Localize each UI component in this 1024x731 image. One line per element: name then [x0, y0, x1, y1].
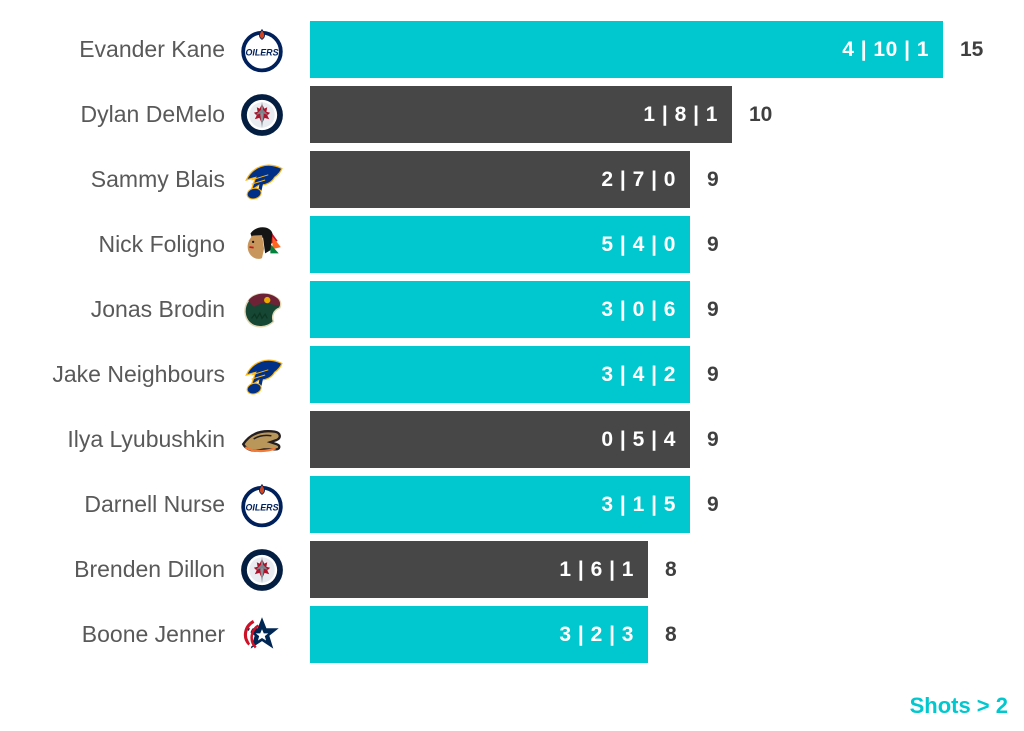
bar-segments-label: 3 | 1 | 5 [601, 492, 676, 516]
bar-segments-label: 3 | 0 | 6 [601, 297, 676, 321]
bar-total-label: 9 [707, 362, 719, 386]
chart-rows: Evander Kane OILERS 4 | 10 | 1 15 Dylan … [0, 21, 1024, 671]
bar-area: 0 | 5 | 4 9 [310, 411, 1024, 468]
bar-segments-label: 1 | 8 | 1 [643, 102, 718, 126]
player-shots-bar: 1 | 6 | 1 [310, 541, 648, 598]
bar-total-label: 9 [707, 167, 719, 191]
jets-logo-icon [237, 544, 287, 596]
player-shots-bar: 1 | 8 | 1 [310, 86, 732, 143]
player-shots-bar: 3 | 2 | 3 [310, 606, 648, 663]
chart-row: Sammy Blais 2 | 7 | 0 9 [0, 151, 1024, 208]
bluejackets-logo-icon [237, 609, 287, 661]
chart-row: Ilya Lyubushkin 0 | 5 | 4 9 [0, 411, 1024, 468]
chart-row: Jonas Brodin 3 | 0 | 6 9 [0, 281, 1024, 338]
blues-logo-icon [237, 154, 287, 206]
player-shots-bar: 2 | 7 | 0 [310, 151, 690, 208]
player-name-label: Brenden Dillon [74, 556, 225, 582]
bar-segments-label: 2 | 7 | 0 [601, 167, 676, 191]
player-name-label: Darnell Nurse [84, 491, 225, 517]
bar-segments-label: 3 | 4 | 2 [601, 362, 676, 386]
bar-total-label: 9 [707, 427, 719, 451]
bar-area: 1 | 6 | 1 8 [310, 541, 1024, 598]
player-name-label: Jake Neighbours [52, 361, 225, 387]
player-shots-bar: 3 | 0 | 6 [310, 281, 690, 338]
bar-area: 3 | 2 | 3 8 [310, 606, 1024, 663]
bar-total-label: 8 [665, 557, 677, 581]
bar-area: 5 | 4 | 0 9 [310, 216, 1024, 273]
chart-caption: Shots > 2 [909, 693, 1008, 718]
bar-total-label: 10 [749, 102, 773, 126]
chart-row: Nick Foligno 5 | 4 | 0 9 [0, 216, 1024, 273]
player-name-label: Ilya Lyubushkin [67, 426, 225, 452]
bar-area: 3 | 1 | 5 9 [310, 476, 1024, 533]
chart-row: Dylan DeMelo 1 | 8 | 1 10 [0, 86, 1024, 143]
bar-area: 3 | 4 | 2 9 [310, 346, 1024, 403]
blues-logo-icon [237, 349, 287, 401]
oilers-logo-icon: OILERS [237, 479, 287, 531]
chart-row: Brenden Dillon 1 | 6 | 1 8 [0, 541, 1024, 598]
player-name-label: Dylan DeMelo [80, 101, 225, 127]
player-shots-bar: 3 | 1 | 5 [310, 476, 690, 533]
oilers-logo-icon: OILERS [237, 24, 287, 76]
player-name-label: Jonas Brodin [90, 296, 225, 322]
wild-logo-icon [237, 284, 287, 336]
player-shots-bar: 0 | 5 | 4 [310, 411, 690, 468]
player-name-label: Nick Foligno [98, 231, 225, 257]
bar-segments-label: 4 | 10 | 1 [842, 37, 929, 61]
ducks-logo-icon [237, 414, 287, 466]
bar-total-label: 9 [707, 232, 719, 256]
chart-row: Boone Jenner 3 | 2 | 3 8 [0, 606, 1024, 663]
chart-row: Darnell Nurse OILERS 3 | 1 | 5 9 [0, 476, 1024, 533]
player-name-label: Evander Kane [79, 36, 225, 62]
svg-text:OILERS: OILERS [245, 502, 278, 512]
bar-segments-label: 0 | 5 | 4 [601, 427, 676, 451]
svg-text:OILERS: OILERS [245, 47, 278, 57]
player-shots-bar: 3 | 4 | 2 [310, 346, 690, 403]
player-shots-bar: 4 | 10 | 1 [310, 21, 943, 78]
bar-area: 3 | 0 | 6 9 [310, 281, 1024, 338]
chart-row: Evander Kane OILERS 4 | 10 | 1 15 [0, 21, 1024, 78]
bar-segments-label: 3 | 2 | 3 [559, 622, 634, 646]
bar-segments-label: 5 | 4 | 0 [601, 232, 676, 256]
bar-total-label: 9 [707, 492, 719, 516]
player-shots-bar: 5 | 4 | 0 [310, 216, 690, 273]
bar-area: 1 | 8 | 1 10 [310, 86, 1024, 143]
bar-area: 4 | 10 | 1 15 [310, 21, 1024, 78]
bar-total-label: 8 [665, 622, 677, 646]
player-name-label: Sammy Blais [90, 166, 225, 192]
jets-logo-icon [237, 89, 287, 141]
player-name-label: Boone Jenner [81, 621, 225, 647]
bar-area: 2 | 7 | 0 9 [310, 151, 1024, 208]
bar-total-label: 15 [960, 37, 984, 61]
chart-row: Jake Neighbours 3 | 4 | 2 9 [0, 346, 1024, 403]
bar-total-label: 9 [707, 297, 719, 321]
bar-segments-label: 1 | 6 | 1 [559, 557, 634, 581]
blackhawks-logo-icon [237, 219, 287, 271]
